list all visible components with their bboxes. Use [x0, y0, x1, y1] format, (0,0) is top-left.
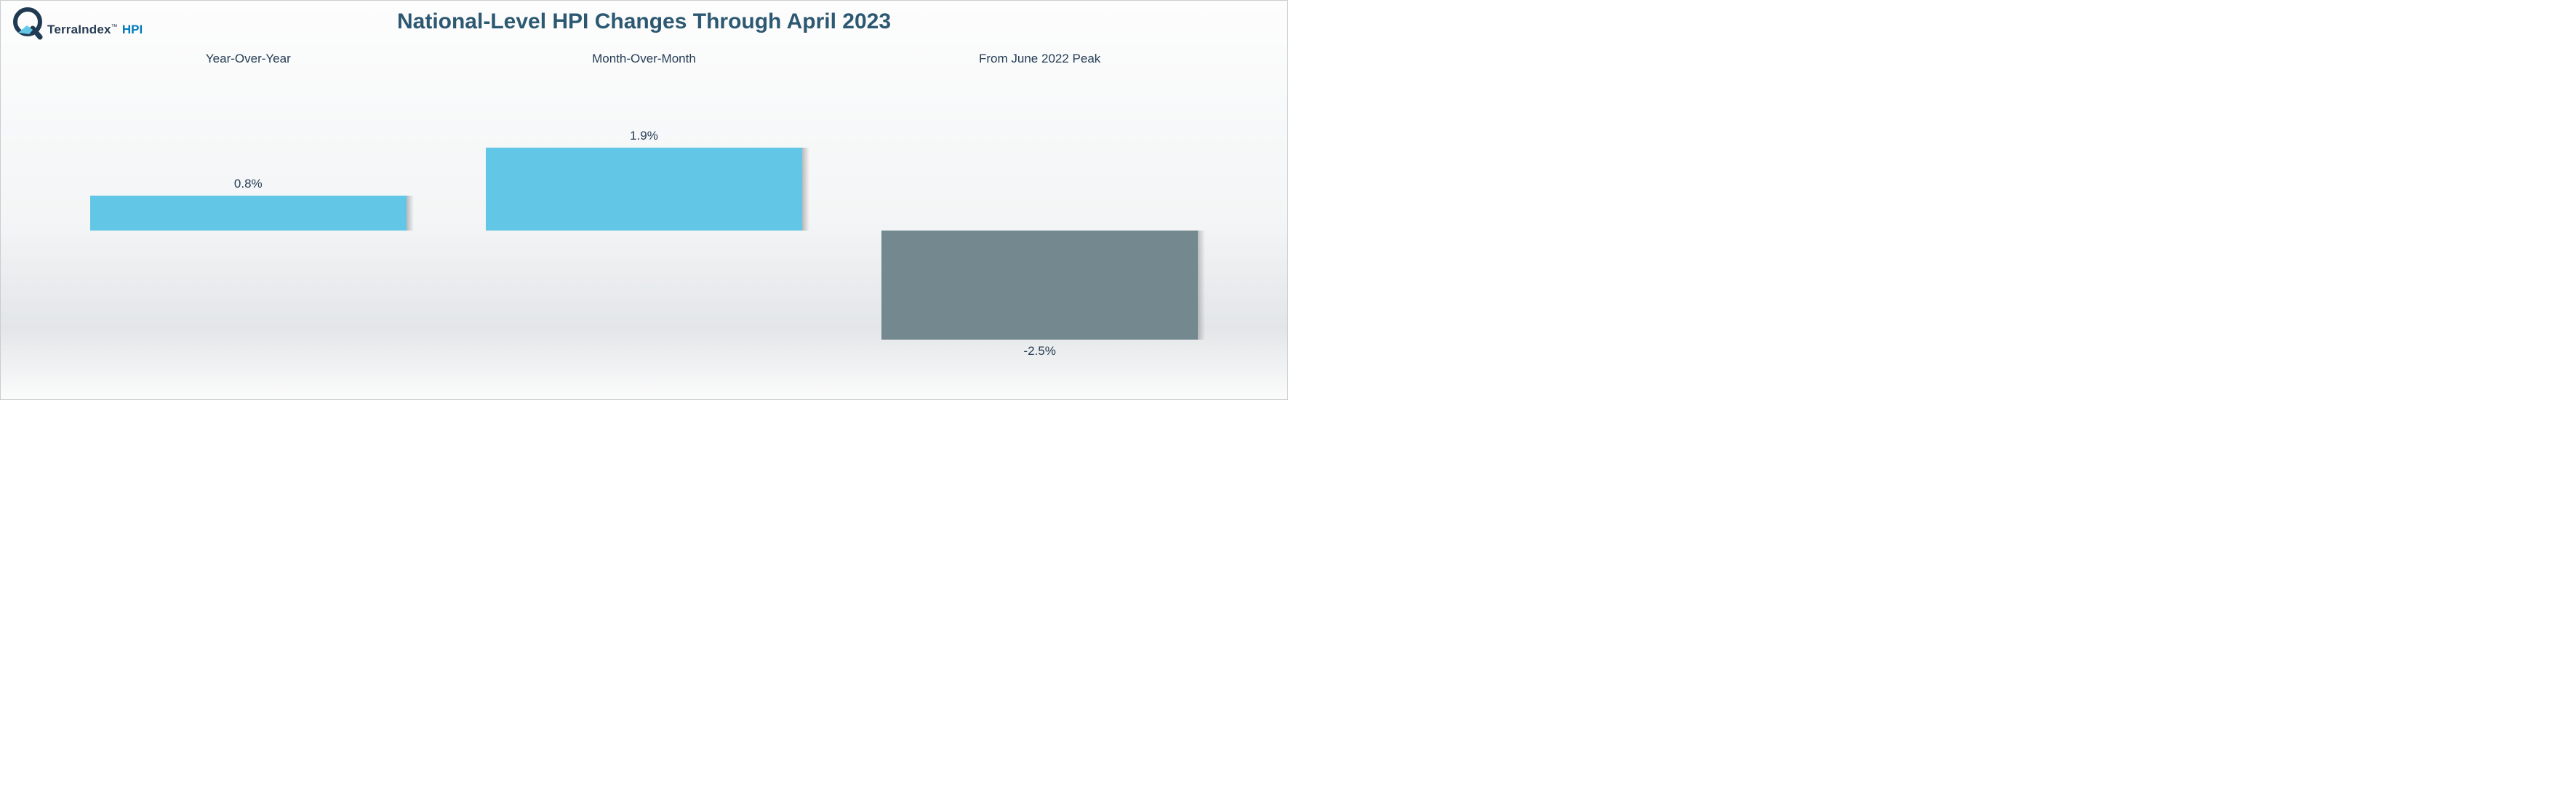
- chart-value-label: -2.5%: [881, 344, 1198, 359]
- chart-bar-wrap: 1.9%: [486, 148, 802, 231]
- chart-bar: [486, 148, 802, 231]
- chart-column: From June 2022 Peak -2.5%: [860, 52, 1220, 377]
- chart-bar-shadow: [802, 148, 809, 231]
- chart-category-label: From June 2022 Peak: [979, 52, 1100, 66]
- chart-bar: [881, 231, 1198, 340]
- chart-bar-shadow: [1198, 231, 1205, 340]
- chart-title: National-Level HPI Changes Through April…: [1, 9, 1287, 34]
- chart-bar-shadow: [407, 196, 414, 231]
- chart-bar-wrap: -2.5%: [881, 231, 1198, 340]
- chart-plot-area: Year-Over-Year 0.8% Month-Over-Month 1.9% Fr…: [44, 52, 1244, 377]
- chart-column: Year-Over-Year 0.8%: [68, 52, 428, 377]
- chart-column: Month-Over-Month 1.9%: [464, 52, 824, 377]
- chart-category-label: Month-Over-Month: [592, 52, 696, 66]
- chart-bar: [90, 196, 407, 231]
- chart-value-label: 0.8%: [90, 177, 407, 191]
- chart-frame: TerraIndex™ HPI National-Level HPI Chang…: [0, 0, 1288, 400]
- chart-bar-wrap: 0.8%: [90, 196, 407, 231]
- chart-category-label: Year-Over-Year: [206, 52, 291, 66]
- chart-value-label: 1.9%: [486, 129, 802, 143]
